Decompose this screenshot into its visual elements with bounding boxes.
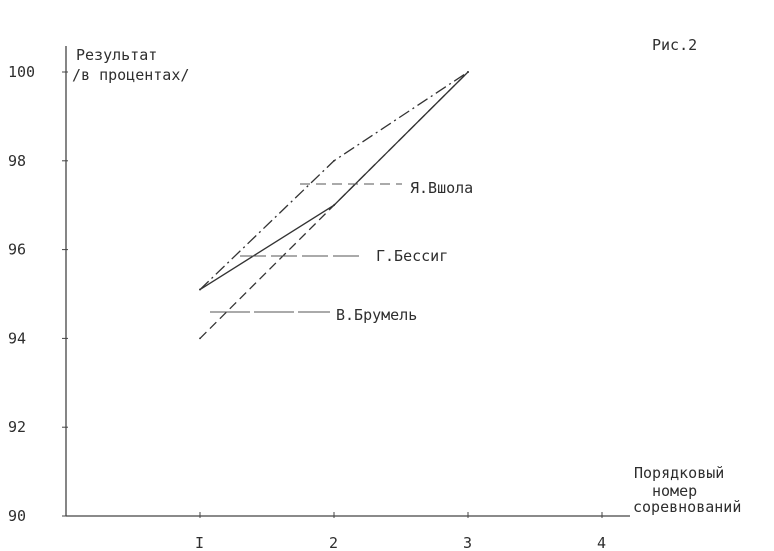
ticks: 90 92 94 96 98 100 I 2 3 4 <box>8 63 606 551</box>
series-label-vshola: Я.Вшола <box>410 179 473 197</box>
y-tick-label-100: 100 <box>8 63 35 81</box>
data-point-3-1 <box>199 337 201 340</box>
y-tick-label-98: 98 <box>8 152 26 170</box>
data-point-3-3 <box>467 71 469 73</box>
text-labels: Рис.2 Результат /в процентах/ Порядковый… <box>72 36 741 516</box>
x-tick-label-1: I <box>195 534 204 551</box>
x-tick-label-4: 4 <box>597 534 606 551</box>
x-tick-label-3: 3 <box>463 534 472 551</box>
data-point-2-1 <box>199 288 201 291</box>
x-tick-label-2: 2 <box>329 534 338 551</box>
y-tick-label-92: 92 <box>8 418 26 436</box>
y-axis-title-line-2: /в процентах/ <box>72 66 189 84</box>
data-point-3-2 <box>333 204 335 207</box>
data-point-1-2 <box>333 159 335 162</box>
y-tick-label-90: 90 <box>8 507 26 525</box>
y-tick-label-94: 94 <box>8 329 26 347</box>
series-label-brumel: В.Брумель <box>336 306 417 324</box>
x-axis-title-line-3: соревнований <box>633 498 741 516</box>
series-lines <box>199 71 469 340</box>
x-axis-title-line-2: номер <box>652 482 697 500</box>
y-axis-title-line-1: Результат <box>76 46 157 64</box>
axes <box>65 46 630 517</box>
x-axis-title-line-1: Порядковый <box>634 464 724 482</box>
series-label-leaders <box>210 183 402 313</box>
y-tick-label-96: 96 <box>8 241 26 259</box>
series-label-bessig: Г.Бессиг <box>376 247 448 265</box>
figure-label: Рис.2 <box>652 36 697 54</box>
